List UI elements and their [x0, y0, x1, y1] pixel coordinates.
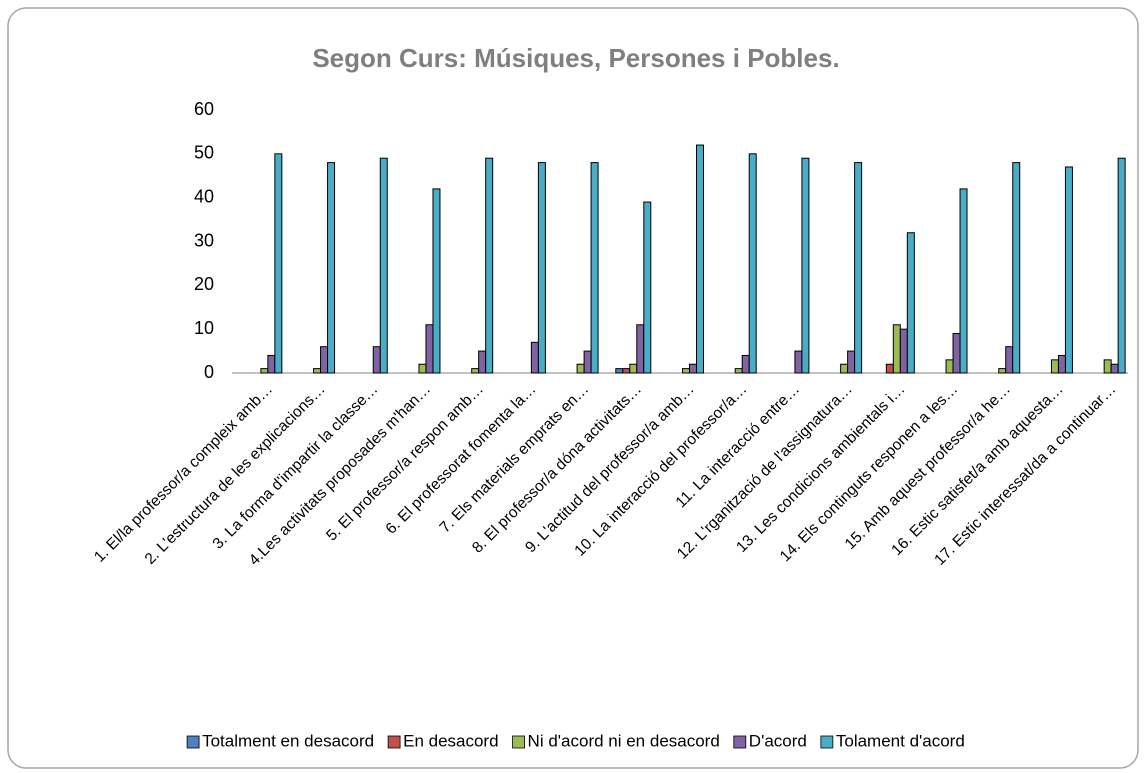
bar: [615, 368, 624, 374]
bar: [418, 363, 427, 374]
bar: [892, 324, 901, 374]
y-tick-label: 50: [194, 143, 214, 163]
legend-label: D'acord: [749, 731, 807, 750]
bar: [530, 341, 539, 374]
legend-swatch: [512, 735, 525, 749]
bar: [734, 368, 743, 374]
bar: [794, 350, 803, 374]
bar: [260, 368, 269, 374]
bar: [636, 324, 645, 374]
bar: [847, 350, 856, 374]
bar: [899, 328, 908, 374]
bar: [425, 324, 434, 374]
bar: [643, 201, 652, 374]
bar: [622, 368, 631, 374]
legend: Totalment en desacord En desacord Ni d'aco…: [186, 731, 965, 750]
bar: [840, 363, 849, 374]
legend-swatch: [387, 735, 401, 749]
legend-swatch: [733, 735, 747, 749]
y-tick-label: 20: [194, 274, 214, 294]
chart-title: Segon Curs: Músiques, Persones i Pobles.: [312, 43, 839, 73]
legend-swatch: [186, 735, 200, 749]
bar: [952, 333, 961, 374]
y-tick-label: 40: [194, 186, 214, 206]
bar: [1117, 157, 1126, 374]
bar: [313, 368, 322, 374]
bar: [885, 363, 894, 374]
bar: [854, 162, 863, 374]
bar: [801, 157, 810, 374]
bar: [576, 363, 585, 374]
bar: [682, 368, 690, 374]
legend-swatch: [820, 735, 834, 749]
bar: [1064, 166, 1073, 374]
bar: [741, 354, 750, 374]
y-tick-label: 60: [194, 99, 214, 119]
bar: [689, 363, 697, 374]
bar: [471, 368, 480, 374]
bar: [485, 157, 494, 374]
legend-label: Totalment en desacord: [202, 731, 374, 750]
bar: [432, 188, 441, 374]
bar: [583, 350, 592, 374]
bar: [590, 162, 599, 374]
bar: [274, 153, 283, 374]
bar: [372, 346, 381, 374]
y-tick-label: 10: [194, 318, 214, 338]
bar: [959, 188, 968, 374]
y-tick-label: 0: [204, 362, 214, 382]
bar: [1012, 162, 1021, 374]
bar: [748, 153, 757, 374]
bar: [906, 232, 915, 374]
y-tick-label: 30: [194, 230, 214, 250]
bar: [998, 368, 1007, 374]
bar: [327, 162, 336, 374]
bar: [945, 359, 954, 374]
legend-label: Tolament d'acord: [836, 731, 965, 750]
bar: [537, 162, 546, 374]
legend-label: Ni d'acord ni en desacord: [528, 731, 720, 750]
bar: [267, 354, 276, 374]
bar: [1103, 359, 1112, 374]
bar: [1110, 363, 1119, 374]
bar: [696, 144, 704, 374]
legend-label: En desacord: [403, 731, 498, 750]
bar: [379, 157, 388, 374]
bar: [629, 363, 638, 374]
bar: [320, 346, 329, 374]
bar: [478, 350, 487, 374]
bar: [1057, 354, 1066, 374]
bar: [1050, 359, 1059, 374]
bar: [1005, 346, 1014, 374]
